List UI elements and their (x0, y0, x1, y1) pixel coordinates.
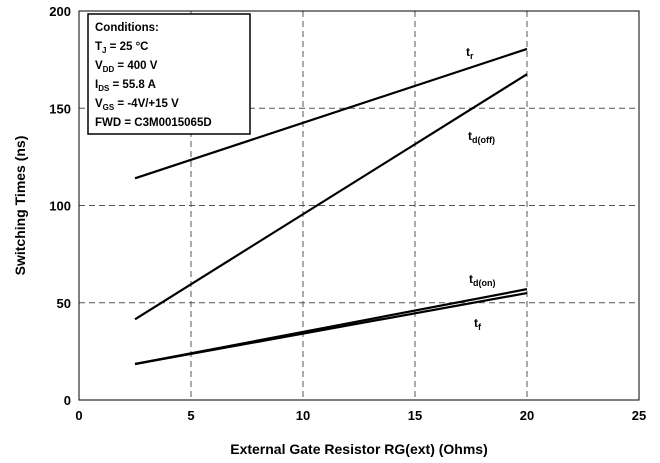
tick-labels: 0 5 10 15 20 25 0 50 100 150 200 (49, 4, 646, 423)
series-label-tr: tr (466, 45, 474, 61)
x-tick-label: 25 (632, 408, 646, 423)
series-line-tdoff (134, 73, 528, 321)
y-tick-label: 100 (49, 199, 71, 214)
x-tick-label: 0 (75, 408, 82, 423)
series-line-tf (134, 291, 528, 366)
series-line-tr (134, 47, 528, 180)
conditions-line: IDS = 55.8 A (95, 79, 156, 93)
y-tick-label: 0 (64, 393, 71, 408)
series-labels: tr td(off) td(on) tf (466, 45, 496, 332)
y-tick-label: 200 (49, 4, 71, 19)
y-axis-title: Switching Times (ns) (12, 136, 28, 276)
conditions-box: Conditions: TJ = 25 °C VDD = 400 V IDS = 55… (87, 13, 251, 135)
conditions-line: VDD = 400 V (95, 60, 158, 74)
x-tick-label: 5 (187, 408, 194, 423)
conditions-line: FWD = C3M0015065D (95, 117, 212, 129)
series-lines (134, 47, 528, 366)
x-axis-title: External Gate Resistor RG(ext) (Ohms) (230, 441, 488, 457)
series-label-tf: tf (474, 316, 482, 332)
conditions-line: VGS = -4V/+15 V (95, 98, 179, 112)
y-tick-label: 150 (49, 101, 71, 116)
conditions-line: Conditions: (95, 22, 159, 34)
x-tick-label: 15 (408, 408, 422, 423)
plot-frame (78, 10, 640, 401)
series-label-tdon: td(on) (469, 272, 496, 288)
conditions-line: TJ = 25 °C (95, 41, 148, 55)
x-tick-label: 10 (296, 408, 310, 423)
conditions-box-frame (87, 13, 251, 135)
y-tick-label: 50 (57, 296, 71, 311)
x-tick-label: 20 (520, 408, 534, 423)
series-label-tdoff: td(off) (468, 129, 495, 145)
